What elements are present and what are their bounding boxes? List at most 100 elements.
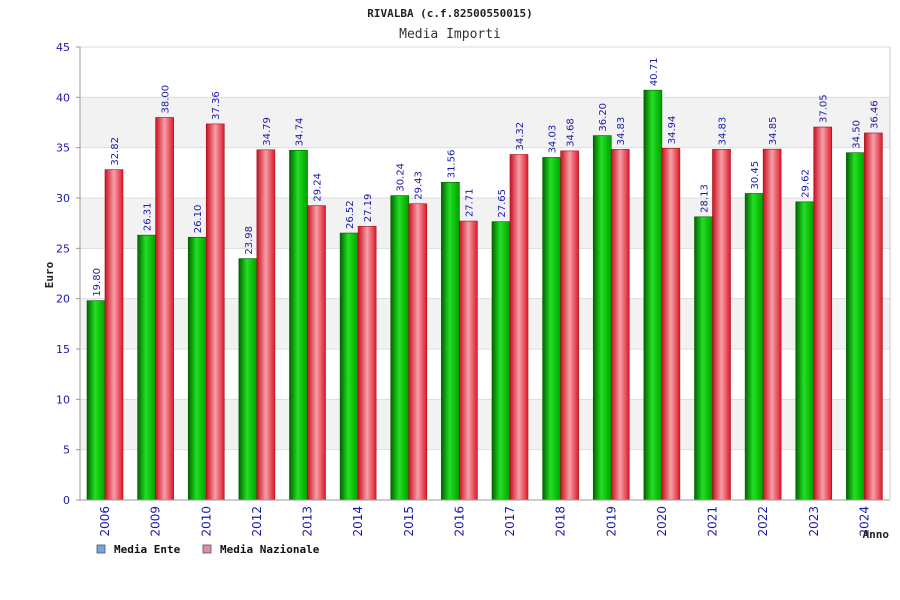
x-tick-label: 2020 [655, 506, 669, 537]
bar-media-nazionale [408, 203, 428, 501]
bar-media-ente [744, 193, 764, 501]
data-label: 34.68 [566, 118, 577, 147]
y-axis-ticks: 0 5 10 15 20 25 30 35 40 45 [56, 41, 80, 507]
bar-media-ente [795, 201, 815, 501]
data-label: 34.03 [548, 125, 559, 154]
data-label: 40.71 [649, 58, 660, 87]
y-tick-label: 25 [56, 242, 70, 255]
bar-media-nazionale [712, 149, 731, 501]
data-label: 34.74 [295, 118, 306, 147]
bar-media-nazionale [560, 150, 579, 501]
x-tick-label: 2010 [199, 506, 213, 537]
data-label: 26.31 [143, 203, 154, 232]
bar-media-nazionale [155, 117, 174, 501]
bar-media-ente [238, 258, 258, 501]
x-tick-label: 2009 [149, 506, 163, 537]
bar-media-ente [137, 234, 156, 501]
data-label: 34.50 [851, 120, 862, 149]
legend: Media Ente Media Nazionale [96, 543, 320, 556]
bar-media-ente [846, 152, 865, 501]
data-label: 27.71 [464, 188, 475, 217]
bar-media-nazionale [307, 205, 326, 501]
x-tick-label: 2014 [351, 506, 365, 537]
data-label: 34.83 [718, 117, 729, 146]
data-label: 26.10 [193, 205, 204, 234]
data-label: 29.62 [801, 169, 812, 198]
bar-media-nazionale [104, 169, 124, 501]
data-label: 30.45 [750, 161, 761, 190]
data-label: 32.82 [110, 137, 121, 166]
data-label: 34.85 [768, 117, 779, 146]
y-axis-label: Euro [43, 261, 56, 288]
bar-media-nazionale [762, 148, 782, 501]
y-tick-label: 35 [56, 142, 70, 155]
chart-title: RIVALBA (c.f.82500550015) [367, 7, 533, 20]
x-tick-label: 2013 [301, 506, 315, 537]
data-label: 30.24 [396, 163, 407, 192]
data-label: 27.65 [497, 189, 508, 218]
legend-item-media-nazionale: Media Nazionale [202, 543, 320, 556]
chart-subtitle: Media Importi [399, 27, 501, 42]
bar-media-ente [592, 135, 612, 501]
data-label: 29.43 [414, 171, 425, 200]
bar-media-ente [441, 181, 460, 501]
x-tick-label: 2019 [604, 506, 618, 537]
bar-media-nazionale [205, 123, 225, 501]
x-axis-categories: 2006 2009 2010 2012 2013 2014 2015 2016 2017 2018… [98, 506, 871, 537]
bar-media-ente [289, 149, 308, 501]
data-label: 36.46 [869, 100, 880, 129]
bars [86, 89, 883, 501]
bar-media-ente [694, 216, 713, 501]
x-tick-label: 2024 [857, 506, 871, 537]
y-tick-label: 40 [56, 91, 70, 104]
bar-media-ente [542, 157, 561, 501]
bar-media-nazionale [661, 147, 681, 501]
data-label: 28.13 [700, 184, 711, 213]
bar-media-nazionale [610, 149, 630, 501]
bar-media-ente [491, 221, 511, 501]
bar-media-ente [643, 89, 663, 501]
x-axis-label: Anno [863, 528, 890, 541]
data-label: 37.05 [819, 94, 830, 123]
bar-media-ente [86, 300, 106, 501]
bar-media-nazionale [459, 220, 478, 501]
bar-media-nazionale [813, 126, 833, 501]
data-label: 26.52 [345, 200, 356, 229]
data-label: 27.19 [363, 194, 374, 223]
bar-media-nazionale [256, 149, 276, 501]
data-label: 29.24 [313, 173, 324, 202]
data-label: 36.20 [598, 103, 609, 132]
x-tick-label: 2016 [452, 506, 466, 537]
data-label: 38.00 [161, 85, 172, 114]
y-tick-label: 20 [56, 293, 70, 306]
bar-media-ente [339, 232, 359, 501]
x-tick-label: 2022 [756, 506, 770, 537]
y-tick-label: 15 [56, 343, 70, 356]
data-label: 37.36 [211, 91, 222, 120]
legend-item-media-ente: Media Ente [96, 543, 181, 556]
legend-label-media-nazionale: Media Nazionale [220, 543, 320, 556]
data-label: 31.56 [446, 150, 457, 179]
bar-media-ente [390, 195, 410, 501]
y-tick-label: 10 [56, 393, 70, 406]
x-tick-label: 2012 [250, 506, 264, 537]
x-tick-label: 2015 [402, 506, 416, 537]
value-labels: 19.80 32.82 26.31 38.00 26.10 37.36 23.98 34.79… [92, 58, 880, 297]
legend-swatch-media-nazionale [202, 544, 212, 554]
bar-media-nazionale [864, 132, 883, 501]
data-label: 23.98 [244, 226, 255, 255]
bar-media-nazionale [509, 154, 529, 501]
data-label: 34.79 [262, 117, 273, 146]
bar-media-ente [187, 236, 207, 501]
data-label: 19.80 [92, 268, 103, 297]
data-label: 34.32 [515, 122, 526, 151]
y-tick-label: 45 [56, 41, 70, 54]
x-tick-label: 2018 [554, 506, 568, 537]
x-tick-label: 2006 [98, 506, 112, 537]
bar-media-nazionale [357, 225, 377, 501]
x-tick-label: 2021 [706, 506, 720, 537]
legend-label-media-ente: Media Ente [114, 543, 181, 556]
y-tick-label: 5 [63, 444, 70, 457]
y-tick-label: 30 [56, 192, 70, 205]
